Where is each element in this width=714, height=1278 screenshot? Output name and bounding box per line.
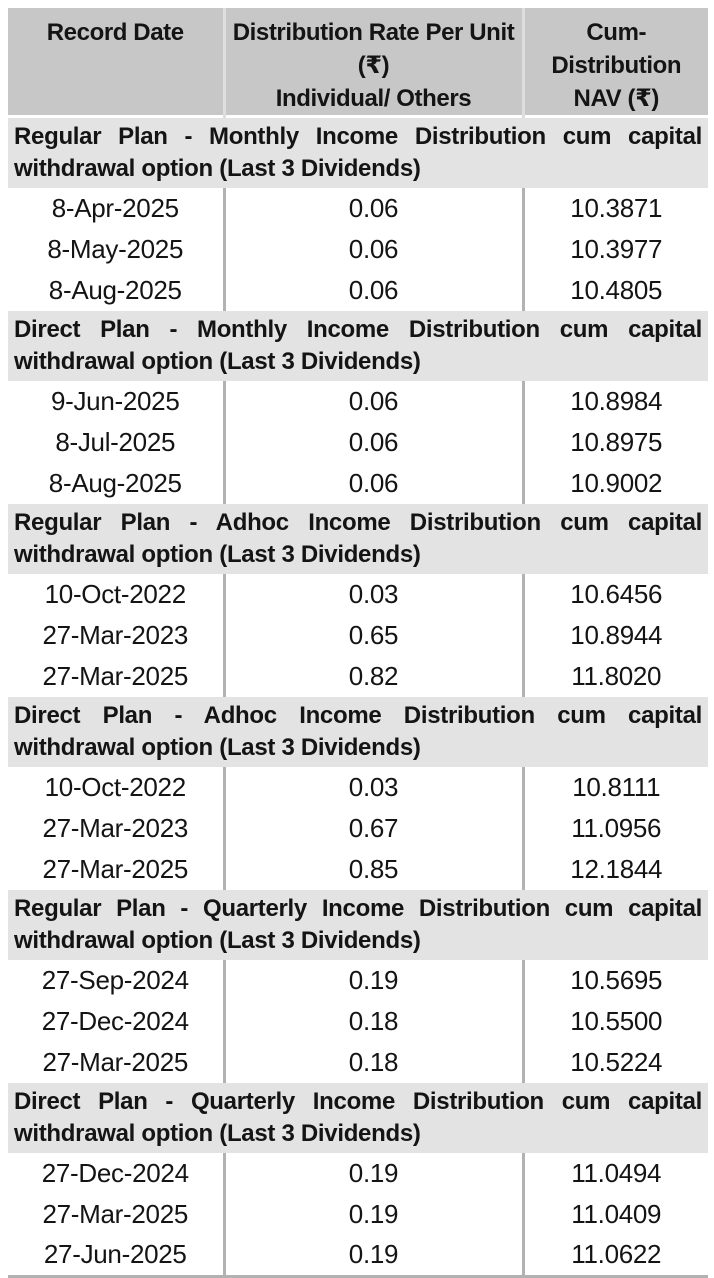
rate-cell: 0.06 [224, 188, 525, 229]
section-title: Direct Plan - Monthly Income Distributio… [14, 316, 702, 375]
table-row: 9-Jun-2025 0.06 10.8984 [8, 381, 708, 422]
section-header-regular-quarterly: Regular Plan - Quarterly Income Distribu… [8, 890, 708, 960]
record-date-cell: 8-Jul-2025 [8, 422, 226, 463]
section-header-regular-adhoc: Regular Plan - Adhoc Income Distribution… [8, 504, 708, 574]
cum-distribution-line1: Cum-Distribution [551, 19, 682, 79]
table-row: 10-Oct-2022 0.03 10.8111 [8, 767, 708, 808]
record-date-cell: 8-Aug-2025 [8, 270, 226, 311]
record-date-cell: 9-Jun-2025 [8, 381, 226, 422]
distribution-rate-line2: Individual/ Others [275, 85, 472, 112]
table-row: 8-Aug-2025 0.06 10.9002 [8, 463, 708, 504]
rate-cell: 0.06 [224, 422, 525, 463]
cum-distribution-line2: NAV (₹) [573, 85, 660, 112]
rate-cell: 0.18 [224, 1001, 525, 1042]
record-date-cell: 10-Oct-2022 [8, 574, 226, 615]
section-header-regular-monthly: Regular Plan - Monthly Income Distributi… [8, 116, 708, 188]
nav-cell: 10.4805 [523, 270, 708, 311]
record-date-cell: 27-Sep-2024 [8, 960, 226, 1001]
record-date-cell: 10-Oct-2022 [8, 767, 226, 808]
table-row: 8-Aug-2025 0.06 10.4805 [8, 270, 708, 311]
nav-cell: 11.0494 [523, 1153, 708, 1194]
col-header-distribution-rate: Distribution Rate Per Unit (₹) Individua… [224, 8, 525, 117]
table-row: 27-Jun-2025 0.19 11.0622 [8, 1235, 708, 1276]
nav-cell: 11.0622 [523, 1235, 708, 1276]
rate-cell: 0.19 [224, 1153, 525, 1194]
table-row: 8-Apr-2025 0.06 10.3871 [8, 188, 708, 229]
rate-cell: 0.19 [224, 960, 525, 1001]
section-header-direct-quarterly: Direct Plan - Quarterly Income Distribut… [8, 1083, 708, 1153]
rate-cell: 0.19 [224, 1235, 525, 1276]
section-title: Direct Plan - Quarterly Income Distribut… [14, 1088, 702, 1147]
nav-cell: 10.8984 [523, 381, 708, 422]
table-row: 27-Dec-2024 0.19 11.0494 [8, 1153, 708, 1194]
table-row: 27-Mar-2023 0.67 11.0956 [8, 808, 708, 849]
record-date-cell: 8-Aug-2025 [8, 463, 226, 504]
record-date-cell: 27-Mar-2025 [8, 1042, 226, 1083]
record-date-cell: 27-Dec-2024 [8, 1001, 226, 1042]
nav-cell: 10.6456 [523, 574, 708, 615]
section-header-direct-adhoc: Direct Plan - Adhoc Income Distribution … [8, 697, 708, 767]
nav-cell: 11.0409 [523, 1194, 708, 1235]
rate-cell: 0.06 [224, 270, 525, 311]
table-row: 27-Dec-2024 0.18 10.5500 [8, 1001, 708, 1042]
table-row: 27-Mar-2025 0.82 11.8020 [8, 656, 708, 697]
nav-cell: 10.8944 [523, 615, 708, 656]
table-row: 27-Mar-2023 0.65 10.8944 [8, 615, 708, 656]
distribution-rate-line1: Distribution Rate Per Unit (₹) [232, 19, 515, 79]
table-row: 27-Mar-2025 0.19 11.0409 [8, 1194, 708, 1235]
rate-cell: 0.03 [224, 767, 525, 808]
rate-cell: 0.85 [224, 849, 525, 890]
nav-cell: 10.5695 [523, 960, 708, 1001]
rate-cell: 0.06 [224, 381, 525, 422]
rate-cell: 0.18 [224, 1042, 525, 1083]
nav-cell: 10.5224 [523, 1042, 708, 1083]
table-row: 27-Mar-2025 0.85 12.1844 [8, 849, 708, 890]
rate-cell: 0.82 [224, 656, 525, 697]
nav-cell: 10.8111 [523, 767, 708, 808]
col-header-cum-distribution-nav: Cum-Distribution NAV (₹) [523, 8, 708, 117]
table-header-row: Record Date Distribution Rate Per Unit (… [8, 8, 708, 117]
rate-cell: 0.06 [224, 229, 525, 270]
table-row: 8-May-2025 0.06 10.3977 [8, 229, 708, 270]
rate-cell: 0.65 [224, 615, 525, 656]
table-row: 27-Mar-2025 0.18 10.5224 [8, 1042, 708, 1083]
nav-cell: 10.3977 [523, 229, 708, 270]
nav-cell: 10.3871 [523, 188, 708, 229]
nav-cell: 10.5500 [523, 1001, 708, 1042]
nav-cell: 11.8020 [523, 656, 708, 697]
record-date-cell: 27-Dec-2024 [8, 1153, 226, 1194]
record-date-cell: 27-Mar-2025 [8, 849, 226, 890]
col-header-record-date: Record Date [8, 8, 226, 117]
nav-cell: 10.8975 [523, 422, 708, 463]
rate-cell: 0.67 [224, 808, 525, 849]
section-title: Regular Plan - Adhoc Income Distribution… [14, 509, 702, 568]
dividend-table: Record Date Distribution Rate Per Unit (… [8, 8, 708, 1278]
col-header-record-date-label: Record Date [46, 19, 184, 46]
section-title: Direct Plan - Adhoc Income Distribution … [14, 702, 702, 761]
nav-cell: 12.1844 [523, 849, 708, 890]
nav-cell: 10.9002 [523, 463, 708, 504]
record-date-cell: 27-Mar-2023 [8, 615, 226, 656]
table-row: 27-Sep-2024 0.19 10.5695 [8, 960, 708, 1001]
record-date-cell: 27-Mar-2023 [8, 808, 226, 849]
record-date-cell: 8-Apr-2025 [8, 188, 226, 229]
section-title: Regular Plan - Quarterly Income Distribu… [14, 895, 702, 954]
rate-cell: 0.19 [224, 1194, 525, 1235]
table-row: 8-Jul-2025 0.06 10.8975 [8, 422, 708, 463]
record-date-cell: 8-May-2025 [8, 229, 226, 270]
rate-cell: 0.06 [224, 463, 525, 504]
record-date-cell: 27-Mar-2025 [8, 1194, 226, 1235]
record-date-cell: 27-Jun-2025 [8, 1235, 226, 1276]
section-header-direct-monthly: Direct Plan - Monthly Income Distributio… [8, 311, 708, 381]
table-row: 10-Oct-2022 0.03 10.6456 [8, 574, 708, 615]
nav-cell: 11.0956 [523, 808, 708, 849]
section-title: Regular Plan - Monthly Income Distributi… [14, 123, 702, 182]
record-date-cell: 27-Mar-2025 [8, 656, 226, 697]
rate-cell: 0.03 [224, 574, 525, 615]
